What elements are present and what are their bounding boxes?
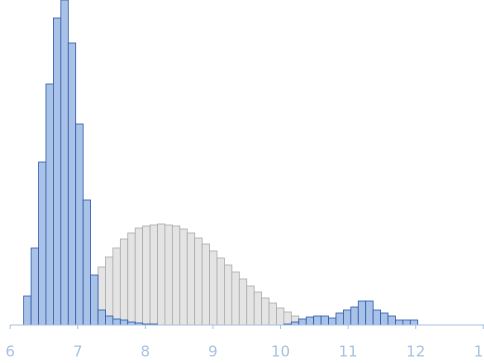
- histogram-bar: [60, 0, 69, 326]
- histogram-bar: [105, 315, 114, 326]
- histogram-bar: [387, 315, 396, 326]
- histogram-bar: [231, 271, 240, 326]
- x-tick-label: 12: [406, 343, 425, 361]
- histogram-bar: [194, 237, 203, 326]
- histogram-bar: [119, 238, 129, 326]
- histogram-bar: [157, 223, 166, 326]
- histogram-bar: [112, 318, 121, 326]
- histogram-bar: [134, 227, 144, 326]
- histogram-bar: [23, 295, 32, 326]
- histogram-bar: [75, 123, 84, 326]
- histogram-bar: [305, 316, 315, 326]
- x-tick-label: 13: [474, 343, 484, 361]
- histogram-bar: [112, 247, 121, 326]
- x-tick-label: 7: [73, 343, 83, 361]
- histogram-bar: [53, 17, 62, 326]
- histogram-bar: [261, 297, 270, 326]
- histogram-bar: [45, 83, 54, 326]
- histogram-bar: [149, 224, 158, 326]
- histogram-bar: [298, 318, 307, 326]
- x-tick-label: 8: [141, 343, 151, 361]
- histogram-bar: [253, 291, 263, 326]
- histogram-bar: [67, 42, 77, 326]
- histogram-bar: [320, 315, 329, 326]
- x-tick-label: 9: [208, 343, 218, 361]
- histogram-bar: [365, 300, 374, 326]
- histogram-bar: [201, 243, 210, 326]
- histogram-bar: [372, 309, 381, 326]
- histogram-bar: [268, 302, 277, 326]
- histogram-bar: [171, 225, 181, 326]
- histogram-bar: [328, 317, 337, 326]
- histogram-bar: [283, 311, 292, 326]
- histogram-bar: [97, 309, 106, 326]
- histogram-bar: [246, 285, 255, 326]
- histogram-bar: [209, 250, 218, 326]
- histogram-bar: [350, 306, 359, 326]
- histogram-bar: [82, 199, 91, 326]
- histogram-bar: [395, 319, 404, 326]
- histogram-bar: [216, 257, 225, 326]
- histogram-bar: [276, 307, 285, 326]
- histogram-bar: [90, 274, 99, 326]
- histogram-bar: [179, 228, 188, 326]
- x-tick-label: 11: [339, 343, 358, 361]
- histogram-bar: [127, 232, 136, 326]
- histogram-bar: [164, 224, 173, 326]
- histogram-bar: [105, 256, 114, 326]
- histogram-bar: [380, 312, 389, 326]
- x-tick-label: 6: [5, 343, 15, 361]
- histogram-bar: [335, 312, 344, 326]
- histogram-bar: [224, 264, 233, 326]
- histogram-bar: [342, 309, 352, 326]
- histogram-bar: [38, 161, 47, 326]
- histogram-bar: [357, 300, 367, 326]
- histogram-bar: [313, 315, 322, 326]
- histogram-bar: [402, 319, 411, 326]
- x-tick-label: 10: [271, 343, 290, 361]
- histogram-bar: [30, 247, 39, 326]
- histogram-bar: [142, 225, 151, 326]
- histogram-bar: [409, 319, 419, 326]
- histogram-bar: [238, 278, 248, 326]
- histogram-bar: [186, 232, 196, 326]
- histogram-bar: [119, 319, 129, 326]
